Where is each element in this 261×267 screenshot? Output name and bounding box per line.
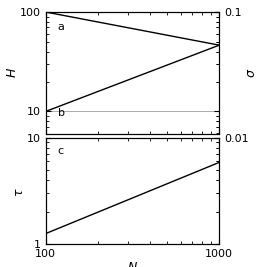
Y-axis label: τ: τ xyxy=(13,187,25,195)
Text: c: c xyxy=(58,146,64,156)
Y-axis label: σ: σ xyxy=(245,69,258,77)
Y-axis label: H: H xyxy=(5,68,19,77)
Text: a: a xyxy=(58,22,65,32)
X-axis label: N: N xyxy=(128,261,137,267)
Text: b: b xyxy=(58,108,65,118)
